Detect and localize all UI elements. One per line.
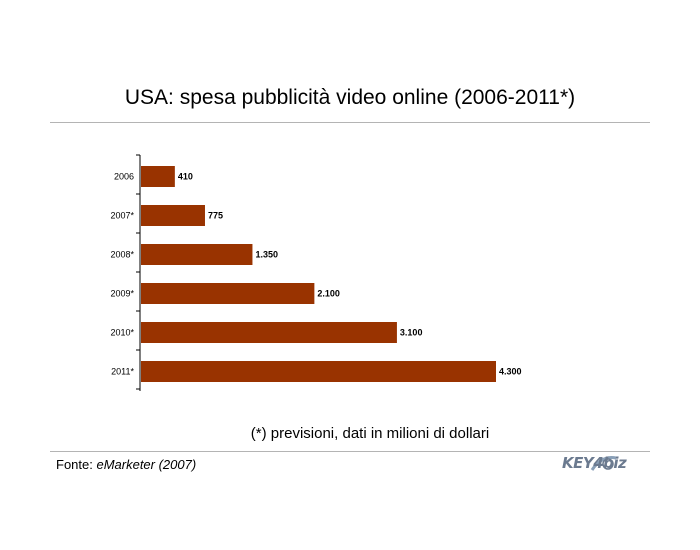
bar	[141, 361, 496, 382]
source-text: Fonte: eMarketer (2007)	[56, 457, 196, 472]
chart-title: USA: spesa pubblicità video online (2006…	[124, 86, 576, 109]
source-name: eMarketer (2007)	[96, 457, 197, 472]
data-label: 4.300	[499, 367, 522, 377]
category-label: 2008*	[110, 250, 134, 260]
data-label: 2.100	[317, 289, 340, 299]
key4biz-logo: KEY4biz	[562, 453, 644, 475]
chart-note: (*) previsioni, dati in milioni di dolla…	[250, 425, 490, 442]
category-label: 2011*	[111, 367, 134, 377]
footer-divider	[50, 451, 650, 452]
logo-swoosh-icon	[590, 456, 617, 471]
data-label: 410	[178, 172, 193, 182]
category-label: 2009*	[110, 289, 134, 299]
category-label: 2006	[114, 172, 134, 182]
bar	[141, 283, 315, 304]
source-prefix: Fonte:	[56, 457, 97, 472]
category-label: 2010*	[110, 328, 134, 338]
title-divider	[50, 122, 650, 123]
logo-text: KEY4biz	[562, 454, 627, 472]
category-label: 2007*	[110, 211, 134, 221]
bar	[141, 322, 397, 343]
bar	[141, 244, 253, 265]
bar	[141, 166, 175, 187]
data-label: 3.100	[400, 328, 423, 338]
bar	[141, 205, 205, 226]
data-label: 775	[208, 211, 223, 221]
data-label: 1.350	[255, 250, 278, 260]
